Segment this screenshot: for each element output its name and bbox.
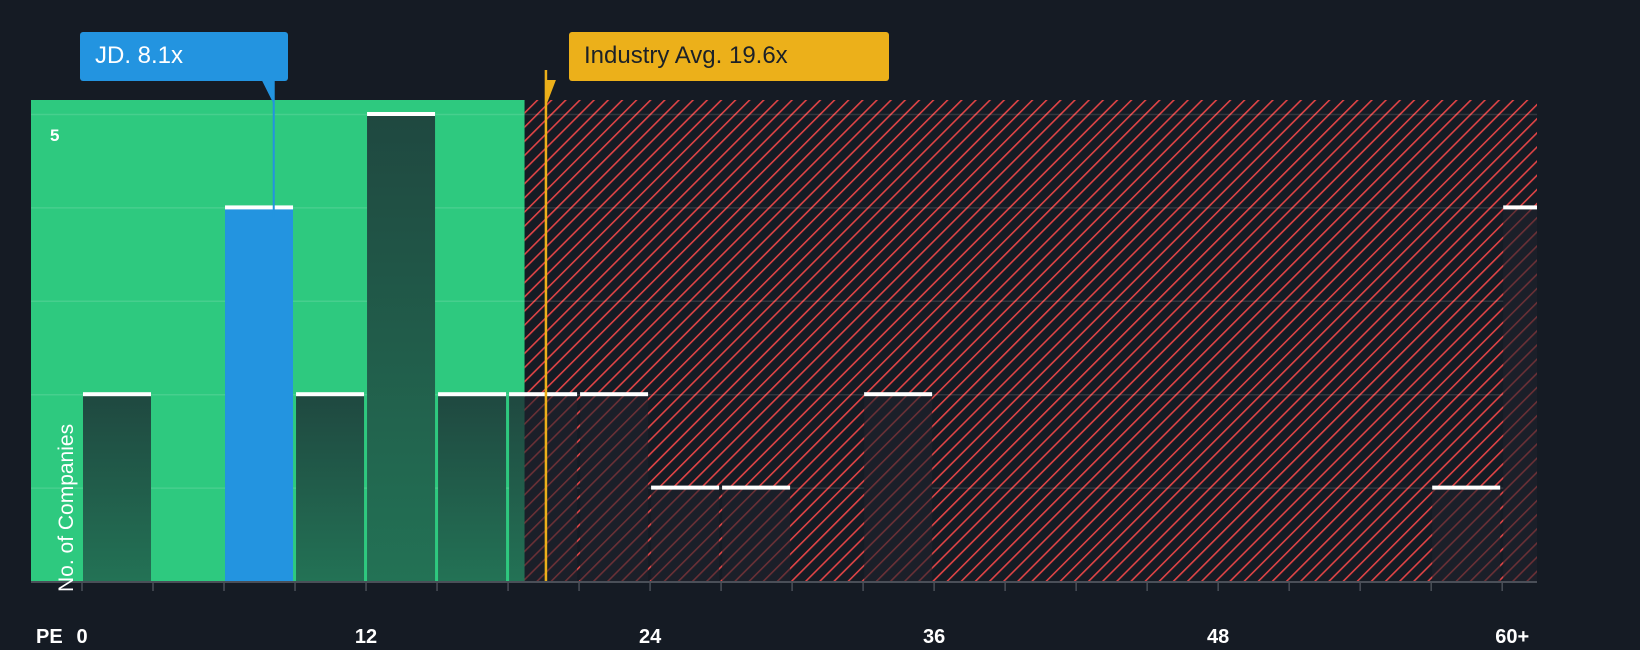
x-axis	[31, 581, 1537, 591]
x-tick-label: 24	[638, 626, 662, 648]
y-axis-title-text: No. of Companies	[55, 423, 78, 592]
histogram-bar	[83, 392, 152, 581]
x-tick-label: 48	[1207, 626, 1230, 648]
bar-top	[1432, 485, 1501, 490]
histogram-bar	[580, 392, 649, 581]
bar-top	[296, 392, 365, 397]
bar-top	[438, 392, 507, 397]
bar-top	[509, 392, 578, 397]
histogram-bar	[651, 485, 720, 581]
bar-top	[367, 112, 436, 116]
company-pe-callout: JD. 8.1x	[80, 32, 288, 81]
x-axis-title: PE	[36, 626, 63, 648]
histogram-bar	[722, 485, 791, 581]
x-tick-label: 36	[922, 626, 946, 648]
histogram-bar	[509, 392, 578, 581]
histogram-bar	[1503, 205, 1537, 581]
industry-avg-callout: Industry Avg. 19.6x	[569, 32, 889, 81]
y-tick-label: 5	[50, 126, 60, 145]
bar-top	[83, 392, 152, 397]
bar-top	[1503, 205, 1537, 210]
histogram-bar	[1432, 485, 1501, 581]
histogram-bar	[225, 205, 294, 581]
bar-top	[580, 392, 649, 397]
x-tick-label: 0	[76, 626, 88, 648]
bar-top	[864, 392, 933, 397]
marker-lines	[261, 70, 556, 581]
x-tick-label: 60+	[1495, 626, 1530, 648]
industry-callout-pointer	[545, 80, 556, 106]
company-callout-pointer	[261, 80, 274, 104]
histogram-bar	[864, 392, 933, 581]
bar-top	[651, 485, 720, 490]
bar-top	[225, 205, 294, 210]
histogram-bar	[438, 392, 507, 581]
histogram-bar	[367, 112, 436, 581]
bar-top	[722, 485, 791, 490]
histogram-bars	[83, 112, 1537, 581]
histogram-bar	[296, 392, 365, 581]
x-tick-label: 12	[354, 626, 378, 648]
